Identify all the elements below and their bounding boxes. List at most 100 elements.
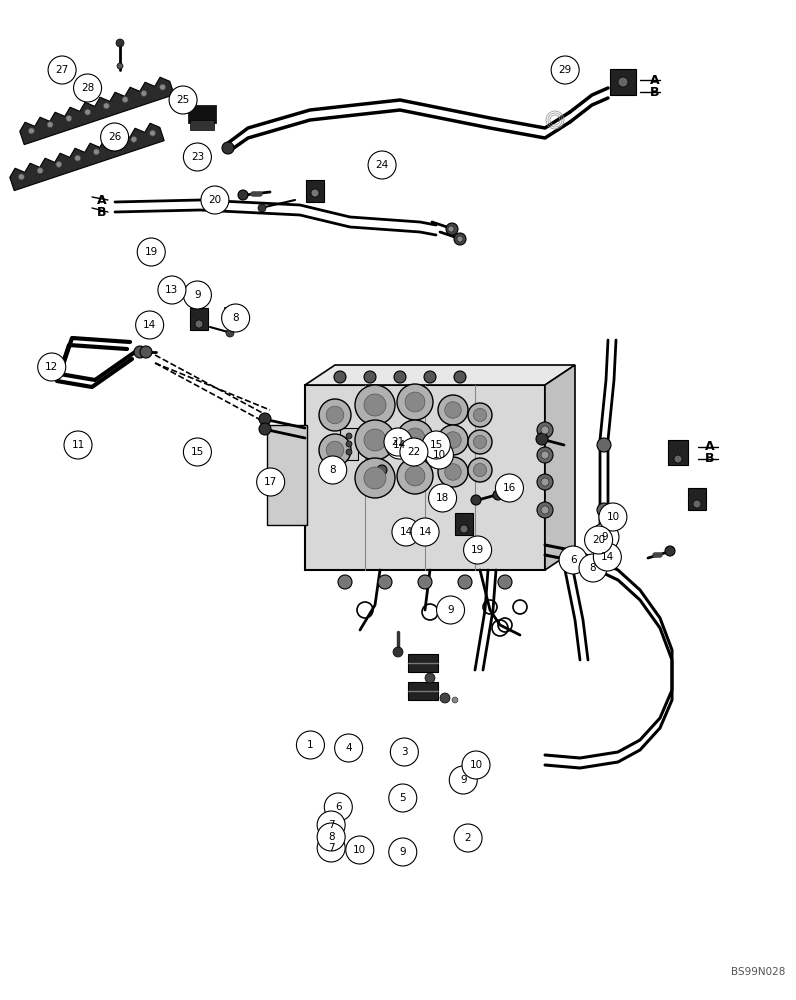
Circle shape (29, 128, 34, 134)
Text: 18: 18 (436, 493, 449, 503)
Circle shape (422, 431, 451, 459)
Circle shape (445, 402, 461, 418)
Circle shape (460, 525, 468, 533)
Circle shape (537, 502, 553, 518)
Circle shape (425, 673, 435, 683)
Circle shape (397, 458, 433, 494)
Text: 20: 20 (592, 535, 605, 545)
Circle shape (37, 353, 66, 381)
Circle shape (458, 575, 472, 589)
Circle shape (541, 426, 549, 434)
Circle shape (117, 63, 123, 69)
Text: BS99N028: BS99N028 (731, 967, 785, 977)
Text: 23: 23 (191, 152, 204, 162)
Circle shape (537, 474, 553, 490)
Polygon shape (10, 123, 164, 191)
Circle shape (445, 464, 461, 480)
Circle shape (338, 575, 352, 589)
Circle shape (258, 204, 266, 212)
Circle shape (498, 575, 512, 589)
Circle shape (93, 149, 100, 155)
Circle shape (140, 346, 152, 358)
Circle shape (559, 546, 587, 574)
Circle shape (334, 734, 363, 762)
Text: 1: 1 (307, 740, 314, 750)
Text: 10: 10 (607, 512, 619, 522)
Text: 15: 15 (430, 440, 443, 450)
Text: 25: 25 (177, 95, 189, 105)
Circle shape (537, 447, 553, 463)
Text: B: B (97, 206, 107, 219)
Circle shape (131, 136, 137, 142)
Text: 20: 20 (209, 195, 221, 205)
Circle shape (378, 575, 392, 589)
Circle shape (462, 751, 490, 779)
Circle shape (134, 346, 146, 358)
Circle shape (397, 384, 433, 420)
Circle shape (400, 438, 428, 466)
Circle shape (355, 420, 395, 460)
Circle shape (618, 77, 628, 87)
Text: 14: 14 (419, 527, 431, 537)
Text: 14: 14 (143, 320, 156, 330)
Circle shape (454, 233, 466, 245)
Text: 14: 14 (400, 527, 412, 537)
Text: 6: 6 (335, 802, 341, 812)
Circle shape (364, 429, 386, 451)
Circle shape (183, 281, 212, 309)
Circle shape (319, 434, 351, 466)
Circle shape (137, 238, 166, 266)
Circle shape (377, 465, 387, 475)
Circle shape (355, 385, 395, 425)
Circle shape (449, 766, 478, 794)
Text: 5: 5 (400, 793, 406, 803)
Text: 26: 26 (108, 132, 121, 142)
Circle shape (405, 428, 425, 448)
Circle shape (116, 39, 124, 47)
Circle shape (326, 441, 344, 459)
Circle shape (183, 438, 212, 466)
Circle shape (201, 186, 229, 214)
Bar (190, 308, 208, 330)
Circle shape (428, 484, 457, 512)
Circle shape (541, 451, 549, 459)
Bar (408, 654, 438, 672)
Polygon shape (20, 77, 174, 145)
Circle shape (259, 423, 271, 435)
Text: 9: 9 (194, 290, 201, 300)
Text: 9: 9 (400, 847, 406, 857)
Circle shape (384, 428, 412, 456)
Text: 7: 7 (328, 820, 334, 830)
Circle shape (440, 693, 450, 703)
Text: 28: 28 (81, 83, 94, 93)
Circle shape (345, 836, 374, 864)
Circle shape (364, 467, 386, 489)
Circle shape (158, 276, 186, 304)
Circle shape (597, 438, 611, 452)
Circle shape (452, 697, 458, 703)
Circle shape (436, 596, 465, 624)
Circle shape (665, 546, 675, 556)
Circle shape (388, 784, 417, 812)
Text: 17: 17 (264, 477, 277, 487)
Bar (340, 428, 358, 460)
Text: 8: 8 (328, 832, 334, 842)
Circle shape (438, 425, 468, 455)
Circle shape (474, 435, 486, 449)
Circle shape (160, 84, 166, 90)
Bar (688, 488, 706, 510)
Text: 29: 29 (559, 65, 572, 75)
Circle shape (222, 142, 234, 154)
Circle shape (256, 468, 285, 496)
Circle shape (405, 392, 425, 412)
Text: B: B (705, 452, 715, 466)
Text: 13: 13 (166, 285, 178, 295)
Bar (408, 682, 438, 700)
Text: 14: 14 (601, 552, 614, 562)
Circle shape (47, 122, 53, 128)
Circle shape (405, 466, 425, 486)
Circle shape (468, 403, 492, 427)
Circle shape (183, 143, 212, 171)
Text: 8: 8 (590, 563, 596, 573)
Circle shape (112, 143, 118, 149)
